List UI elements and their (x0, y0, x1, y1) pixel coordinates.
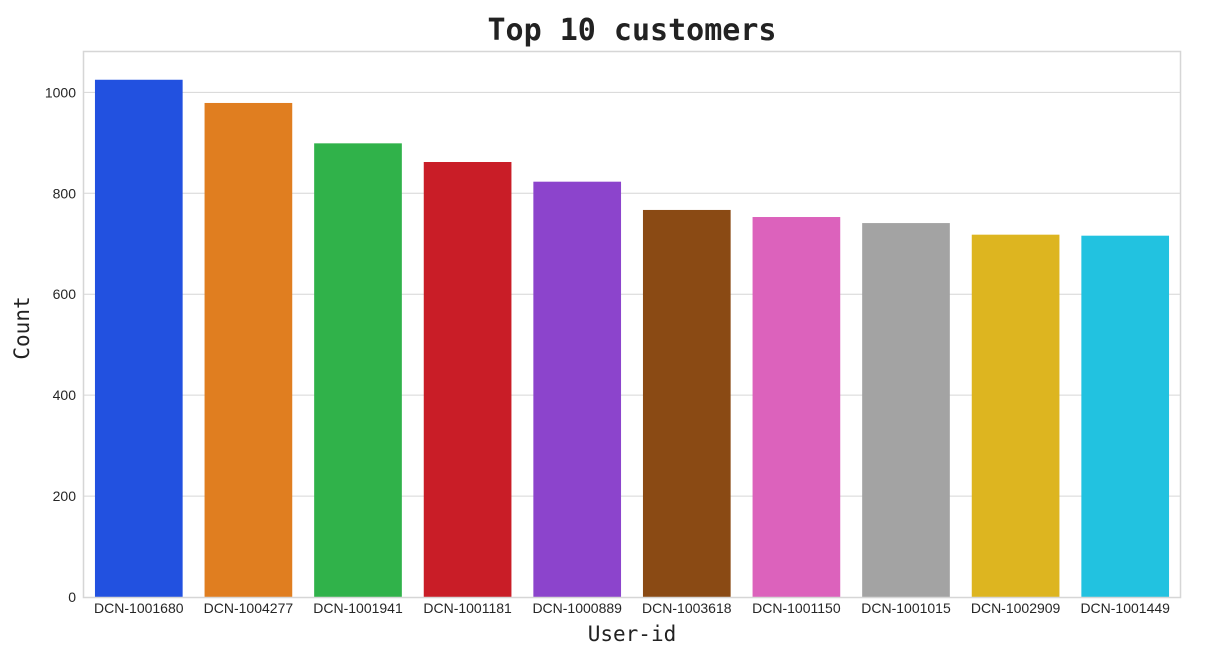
x-tick-labels: DCN-1001680 DCN-1004277 DCN-1001941 DCN-100… (94, 600, 1170, 616)
bar-dcn-1001150 (752, 217, 841, 597)
x-tick-label: DCN-1001941 (313, 600, 403, 616)
bar-dcn-1001015 (862, 223, 950, 597)
bar-dcn-1002909 (971, 234, 1060, 598)
bars (94, 79, 1170, 598)
bar-dcn-1001181 (423, 162, 512, 597)
y-tick-label: 200 (53, 488, 77, 504)
bar-dcn-1001941 (314, 143, 402, 598)
bar-dcn-1004277 (204, 102, 293, 597)
x-tick-label: DCN-1002909 (971, 600, 1061, 616)
x-tick-label: DCN-1001015 (861, 600, 951, 616)
x-tick-label: DCN-1003618 (642, 600, 732, 616)
y-tick-label: 1000 (45, 84, 76, 100)
bar-dcn-1001449 (1081, 235, 1170, 597)
chart-title: Top 10 customers (488, 13, 777, 48)
x-tick-label: DCN-1001150 (752, 600, 841, 616)
bar-dcn-1003618 (642, 209, 731, 597)
bar-dcn-1001680 (94, 79, 183, 597)
bar-dcn-1000889 (533, 181, 622, 597)
x-tick-label: DCN-1001680 (94, 600, 184, 616)
y-tick-label: 800 (53, 185, 77, 201)
x-tick-label: DCN-1001449 (1080, 600, 1170, 616)
y-tick-labels: 0 200 400 600 800 1000 (45, 84, 76, 605)
x-tick-label: DCN-1004277 (204, 600, 294, 616)
x-tick-label: DCN-1001181 (423, 600, 512, 616)
y-tick-label: 600 (53, 286, 77, 302)
x-axis-label: User-id (588, 622, 677, 646)
y-tick-label: 0 (68, 589, 76, 605)
x-tick-label: DCN-1000889 (532, 600, 622, 616)
plot-frame (82, 50, 1182, 599)
y-tick-label: 400 (53, 387, 77, 403)
y-axis-label: Count (10, 296, 34, 359)
